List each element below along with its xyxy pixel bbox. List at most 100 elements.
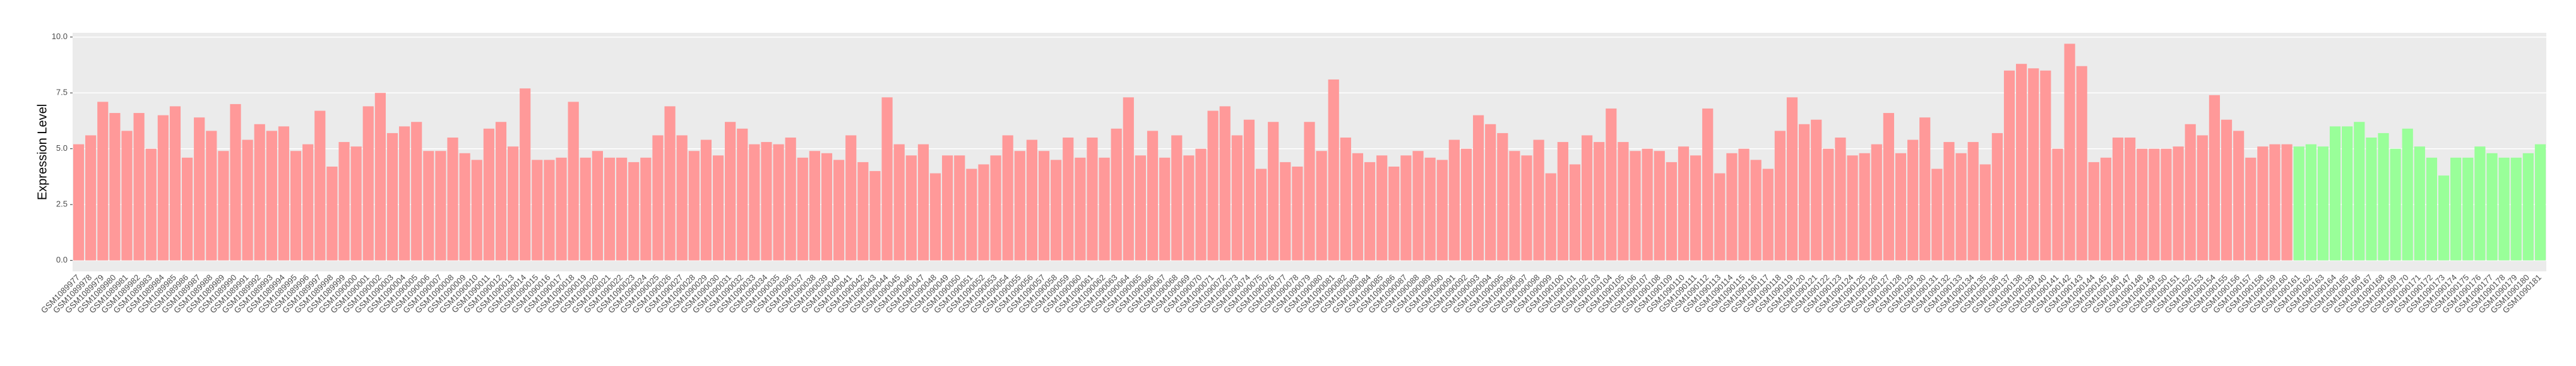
- bar: [2486, 153, 2498, 261]
- bar: [1063, 137, 1074, 261]
- bar: [1738, 148, 1750, 261]
- bar: [2257, 146, 2269, 261]
- bar: [2161, 148, 2172, 261]
- bar: [1051, 160, 1062, 261]
- bar: [1123, 97, 1134, 261]
- bar: [1907, 139, 1919, 261]
- bar: [483, 128, 494, 261]
- bar: [290, 151, 302, 261]
- bar: [194, 117, 205, 261]
- bar: [1026, 139, 1038, 261]
- bar: [326, 167, 338, 261]
- y-tick-label: 2.5: [56, 199, 68, 209]
- bar: [2245, 157, 2257, 261]
- bar: [1255, 168, 1267, 261]
- bar: [1871, 144, 1882, 261]
- bar: [2534, 144, 2546, 261]
- bar: [1630, 151, 1641, 261]
- bar: [1883, 113, 1894, 261]
- bar: [121, 131, 133, 261]
- bar: [592, 151, 603, 261]
- bar: [857, 162, 869, 261]
- bar: [1774, 131, 1786, 261]
- bar: [676, 135, 688, 261]
- bar: [1412, 151, 1424, 261]
- bar: [2293, 146, 2305, 261]
- bar: [1533, 139, 1544, 261]
- bar: [1895, 153, 1907, 261]
- bar: [881, 97, 893, 261]
- bar: [302, 144, 314, 261]
- bar: [435, 151, 446, 261]
- bar: [1376, 155, 1388, 261]
- bar: [2402, 128, 2413, 261]
- bar: [254, 124, 265, 261]
- bar: [1171, 135, 1183, 261]
- bar: [2329, 126, 2341, 261]
- bar: [230, 103, 241, 261]
- bar: [1304, 122, 1315, 261]
- bar: [604, 157, 616, 261]
- bar: [2305, 144, 2317, 261]
- bar: [181, 157, 193, 261]
- bar: [797, 157, 808, 261]
- bar: [1678, 146, 1690, 261]
- bar: [1823, 148, 1834, 261]
- bar: [1557, 142, 1568, 261]
- bar: [2052, 148, 2063, 261]
- bar: [2378, 133, 2389, 261]
- bar: [1195, 148, 1207, 261]
- bar: [688, 151, 700, 261]
- bar: [2510, 157, 2522, 261]
- bar: [2112, 137, 2124, 261]
- bar: [1159, 157, 1171, 261]
- bar: [809, 151, 821, 261]
- bar: [73, 144, 85, 261]
- bar: [1521, 155, 1532, 261]
- bar: [2450, 157, 2462, 261]
- bar: [640, 157, 652, 261]
- bar: [2221, 119, 2233, 261]
- bar: [495, 122, 507, 261]
- bar: [1762, 168, 1774, 261]
- bar: [1002, 135, 1013, 261]
- bar: [2197, 135, 2208, 261]
- bar: [905, 155, 917, 261]
- bar: [1859, 153, 1870, 261]
- y-axis-title: Expression Level: [35, 104, 49, 200]
- bar: [169, 106, 181, 261]
- bar: [712, 155, 724, 261]
- bar: [1268, 122, 1279, 261]
- bar: [1991, 133, 2003, 261]
- bar: [1111, 128, 1122, 261]
- bar: [507, 146, 519, 261]
- bar: [1087, 137, 1098, 261]
- bar: [1352, 153, 1364, 261]
- bar: [2390, 148, 2401, 261]
- bar: [1967, 142, 1979, 261]
- bar: [1811, 119, 1822, 261]
- bar: [109, 113, 121, 261]
- bar: [1388, 167, 1400, 261]
- bar: [1316, 151, 1327, 261]
- bar: [1606, 108, 1617, 261]
- bar: [1545, 173, 1556, 261]
- bar: [133, 113, 145, 261]
- bar: [556, 157, 567, 261]
- bar: [2003, 70, 2015, 261]
- bar: [2016, 64, 2027, 261]
- bar: [1497, 133, 1508, 261]
- bar: [1280, 162, 1291, 261]
- bar: [2173, 146, 2184, 261]
- bar: [145, 148, 157, 261]
- bar: [1690, 155, 1702, 261]
- bar: [1847, 155, 1858, 261]
- bar: [1135, 155, 1147, 261]
- bar: [785, 137, 796, 261]
- bar: [471, 160, 482, 261]
- bar: [700, 139, 712, 261]
- bar: [1099, 157, 1110, 261]
- bar: [2209, 95, 2221, 261]
- bar: [2498, 157, 2510, 261]
